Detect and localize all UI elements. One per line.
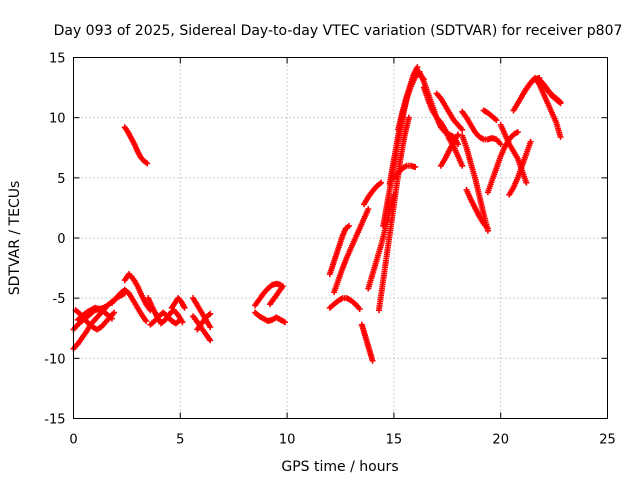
series-track-16 — [267, 283, 286, 308]
series-track-14 — [252, 280, 284, 309]
series-track-07 — [121, 124, 151, 167]
data-point — [108, 315, 115, 322]
data-point — [405, 114, 412, 121]
series-track-24 — [380, 64, 421, 229]
data-point — [177, 316, 184, 323]
x-tick-label: 20 — [492, 433, 509, 448]
y-tick-label: -15 — [44, 413, 65, 428]
y-tick-label: 10 — [49, 112, 66, 127]
y-tick-label: 0 — [57, 232, 65, 247]
data-point — [356, 305, 363, 312]
x-tick-labels: 0 5 10 15 20 25 — [69, 433, 615, 448]
series-track-05 — [108, 286, 150, 325]
data-point — [414, 64, 421, 71]
data-point — [207, 324, 214, 331]
data-point — [104, 302, 111, 309]
data-point — [365, 206, 372, 213]
series-track-12 — [190, 295, 214, 331]
data-point — [369, 357, 376, 364]
x-tick-label: 15 — [386, 433, 403, 448]
data-point — [281, 319, 288, 326]
series-track-30 — [437, 131, 461, 169]
series-track-34 — [459, 108, 504, 148]
data-point — [557, 100, 564, 107]
series-track-09 — [147, 309, 184, 328]
series-track-32 — [459, 132, 491, 234]
y-tick-labels: -15 -10 -5 0 5 10 15 — [44, 52, 65, 428]
series-track-31 — [433, 90, 466, 133]
data-point — [484, 225, 491, 232]
series-track-23 — [375, 114, 412, 314]
data-point — [459, 162, 466, 169]
series-track-13 — [194, 310, 214, 333]
x-axis-label: GPS time / hours — [281, 459, 398, 475]
data-points — [70, 64, 564, 364]
data-point — [454, 131, 461, 138]
y-tick-label: 15 — [49, 52, 66, 67]
y-tick-label: -10 — [44, 352, 65, 367]
data-point — [279, 283, 286, 290]
data-point — [459, 126, 466, 133]
data-point — [143, 318, 150, 325]
y-tick-label: -5 — [53, 292, 66, 307]
series-track-19 — [331, 206, 372, 296]
series-track-15 — [252, 309, 288, 326]
series-track-22 — [360, 179, 385, 208]
data-point — [207, 310, 214, 317]
y-axis-label: SDTVAR / TECUs — [7, 181, 23, 296]
plot-frame — [73, 57, 608, 419]
series-track-40 — [519, 74, 564, 140]
chart-title: Day 093 of 2025, Sidereal Day-to-day VTE… — [54, 23, 623, 39]
y-tick-label: 5 — [57, 172, 65, 187]
x-tick-label: 0 — [69, 433, 77, 448]
data-point — [527, 138, 534, 145]
series-track-38 — [506, 138, 534, 198]
data-point — [497, 141, 504, 148]
data-point — [207, 337, 214, 344]
data-point — [514, 129, 521, 136]
x-tick-label: 5 — [176, 433, 184, 448]
data-point — [111, 309, 118, 316]
data-point — [144, 160, 151, 167]
series-track-10 — [168, 295, 188, 311]
data-point — [412, 164, 419, 171]
x-tick-label: 10 — [279, 433, 296, 448]
series-track-20 — [358, 321, 376, 364]
data-point — [557, 133, 564, 140]
series-track-42 — [540, 80, 564, 107]
data-point — [181, 304, 188, 311]
data-point — [523, 179, 530, 186]
data-point — [378, 179, 385, 186]
series-track-27 — [390, 162, 419, 181]
series-track-17 — [326, 222, 353, 278]
series-track-06 — [121, 271, 154, 314]
series-track-04 — [74, 304, 115, 323]
series-track-35 — [480, 107, 500, 124]
data-point — [493, 117, 500, 124]
series-track-28 — [416, 68, 461, 148]
series-track-33 — [463, 186, 491, 232]
x-tick-label: 25 — [599, 433, 616, 448]
data-point — [346, 222, 353, 229]
series-track-18 — [326, 295, 363, 312]
data-point — [454, 141, 461, 148]
